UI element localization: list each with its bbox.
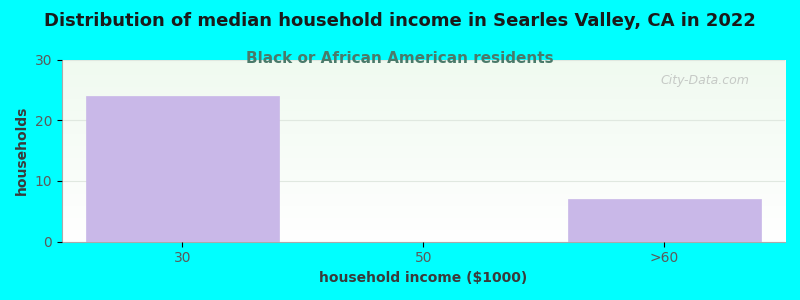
Text: City-Data.com: City-Data.com [660,74,749,87]
Text: Distribution of median household income in Searles Valley, CA in 2022: Distribution of median household income … [44,12,756,30]
X-axis label: household income ($1000): household income ($1000) [319,271,527,285]
Bar [568,199,761,242]
Bar [86,96,279,242]
Text: Black or African American residents: Black or African American residents [246,51,554,66]
Y-axis label: households: households [15,106,29,195]
